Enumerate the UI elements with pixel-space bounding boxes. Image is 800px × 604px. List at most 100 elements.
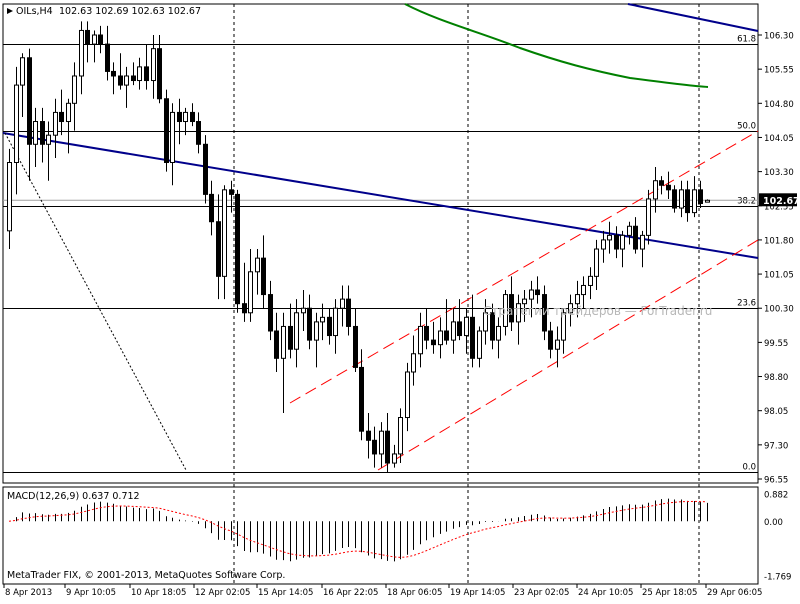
candle-46 bbox=[307, 294, 312, 350]
candle-58 bbox=[385, 412, 390, 473]
candle-54 bbox=[359, 349, 364, 441]
x-tick-label-2: 10 Apr 18:05 bbox=[131, 588, 186, 598]
macd-tick-label-2: -1.769 bbox=[764, 573, 791, 583]
candle-35 bbox=[235, 189, 240, 313]
candle-7 bbox=[53, 98, 58, 158]
candle-64 bbox=[424, 308, 429, 350]
y-tick-label-0: 106.30 bbox=[764, 32, 794, 42]
candle-82 bbox=[542, 285, 547, 341]
y-tick-label-4: 103.30 bbox=[764, 168, 794, 178]
candle-101 bbox=[666, 171, 671, 199]
candle-100 bbox=[659, 176, 664, 195]
macd-panel-frame bbox=[2, 486, 759, 585]
candle-61 bbox=[405, 362, 410, 432]
candle-10 bbox=[72, 62, 77, 131]
candle-19 bbox=[131, 62, 136, 86]
candle-20 bbox=[137, 57, 142, 90]
candle-32 bbox=[216, 194, 221, 300]
candle-102 bbox=[672, 185, 677, 213]
candle-26 bbox=[177, 98, 182, 145]
candle-95 bbox=[627, 221, 632, 245]
candle-13 bbox=[92, 30, 97, 63]
channel-lower-line bbox=[377, 239, 759, 471]
candle-51 bbox=[340, 285, 345, 327]
symbol-header: OILs,H4 102.63 102.69 102.63 102.67 bbox=[7, 6, 201, 17]
candle-57 bbox=[379, 422, 384, 468]
candle-55 bbox=[366, 412, 371, 459]
candle-40 bbox=[268, 280, 273, 341]
y-tick-label-11: 98.05 bbox=[764, 407, 788, 417]
y-tick-label-5: 102.55 bbox=[764, 202, 794, 212]
candle-48 bbox=[320, 303, 325, 341]
candle-15 bbox=[105, 25, 110, 81]
x-tick-label-8: 23 Apr 02:05 bbox=[514, 588, 569, 598]
candle-59 bbox=[392, 444, 397, 468]
candle-3 bbox=[27, 48, 32, 181]
candle-24 bbox=[164, 89, 169, 172]
candle-47 bbox=[314, 312, 319, 368]
candlesticks bbox=[7, 21, 710, 473]
candle-97 bbox=[640, 230, 645, 268]
candle-72 bbox=[477, 326, 482, 368]
period-separators bbox=[233, 4, 700, 584]
y-tick-label-3: 104.05 bbox=[764, 134, 794, 144]
candle-18 bbox=[124, 66, 129, 108]
candle-63 bbox=[418, 312, 423, 368]
upper-trendline bbox=[627, 3, 759, 32]
candle-53 bbox=[353, 308, 358, 372]
candle-67 bbox=[444, 299, 449, 345]
y-tick-label-9: 99.55 bbox=[764, 339, 788, 349]
candle-4 bbox=[33, 107, 38, 168]
candle-96 bbox=[633, 217, 638, 254]
current-price-tag: 102.67 bbox=[759, 193, 800, 207]
candle-106 bbox=[698, 180, 703, 209]
y-tick-label-10: 98.80 bbox=[764, 373, 788, 383]
candle-86 bbox=[568, 294, 573, 327]
candle-27 bbox=[183, 107, 188, 136]
channel-upper-line bbox=[289, 130, 759, 404]
candle-70 bbox=[464, 308, 469, 354]
x-tick-label-4: 15 Apr 14:05 bbox=[258, 588, 313, 598]
y-tick-label-2: 104.80 bbox=[764, 100, 794, 110]
candle-76 bbox=[503, 290, 508, 336]
candle-74 bbox=[490, 303, 495, 350]
y-tick-label-6: 101.80 bbox=[764, 236, 794, 246]
candle-75 bbox=[496, 317, 501, 359]
fib-label-3: 23.6 bbox=[737, 299, 756, 309]
y-tick-label-8: 100.30 bbox=[764, 305, 794, 315]
candle-12 bbox=[85, 21, 90, 63]
chart-overlays bbox=[2, 3, 759, 471]
candle-2 bbox=[20, 53, 25, 117]
candle-105 bbox=[692, 176, 697, 218]
candle-88 bbox=[581, 276, 586, 309]
macd-signal-line bbox=[8, 500, 708, 558]
candle-73 bbox=[483, 299, 488, 345]
candle-91 bbox=[601, 230, 606, 263]
macd-tick-label-1: 0.00 bbox=[764, 518, 783, 528]
symbol-title: OILs,H4 bbox=[16, 6, 53, 17]
candle-65 bbox=[431, 321, 436, 354]
current-price-label: 102.67 bbox=[763, 196, 800, 207]
candle-52 bbox=[346, 285, 351, 336]
fibonacci-levels: 61.8 50.0 38.2 23.6 0.0 bbox=[3, 35, 758, 473]
x-tick-label-3: 12 Apr 02:05 bbox=[195, 588, 250, 598]
candle-28 bbox=[190, 103, 195, 127]
candle-99 bbox=[653, 167, 658, 213]
candle-43 bbox=[288, 303, 293, 359]
candle-49 bbox=[327, 308, 332, 345]
candle-103 bbox=[679, 180, 684, 218]
fib-label-0: 61.8 bbox=[737, 35, 756, 45]
candle-41 bbox=[274, 312, 279, 372]
fib-label-1: 50.0 bbox=[737, 122, 756, 132]
candle-25 bbox=[170, 103, 175, 186]
candle-93 bbox=[614, 226, 619, 259]
candle-80 bbox=[529, 280, 534, 318]
time-axis: 8 Apr 2013 9 Apr 10:05 10 Apr 18:05 12 Apr … bbox=[3, 584, 762, 598]
candle-17 bbox=[118, 53, 123, 90]
candle-81 bbox=[535, 276, 540, 304]
candle-77 bbox=[509, 276, 514, 331]
x-tick-label-0: 8 Apr 2013 bbox=[5, 588, 52, 598]
candle-39 bbox=[261, 235, 266, 309]
